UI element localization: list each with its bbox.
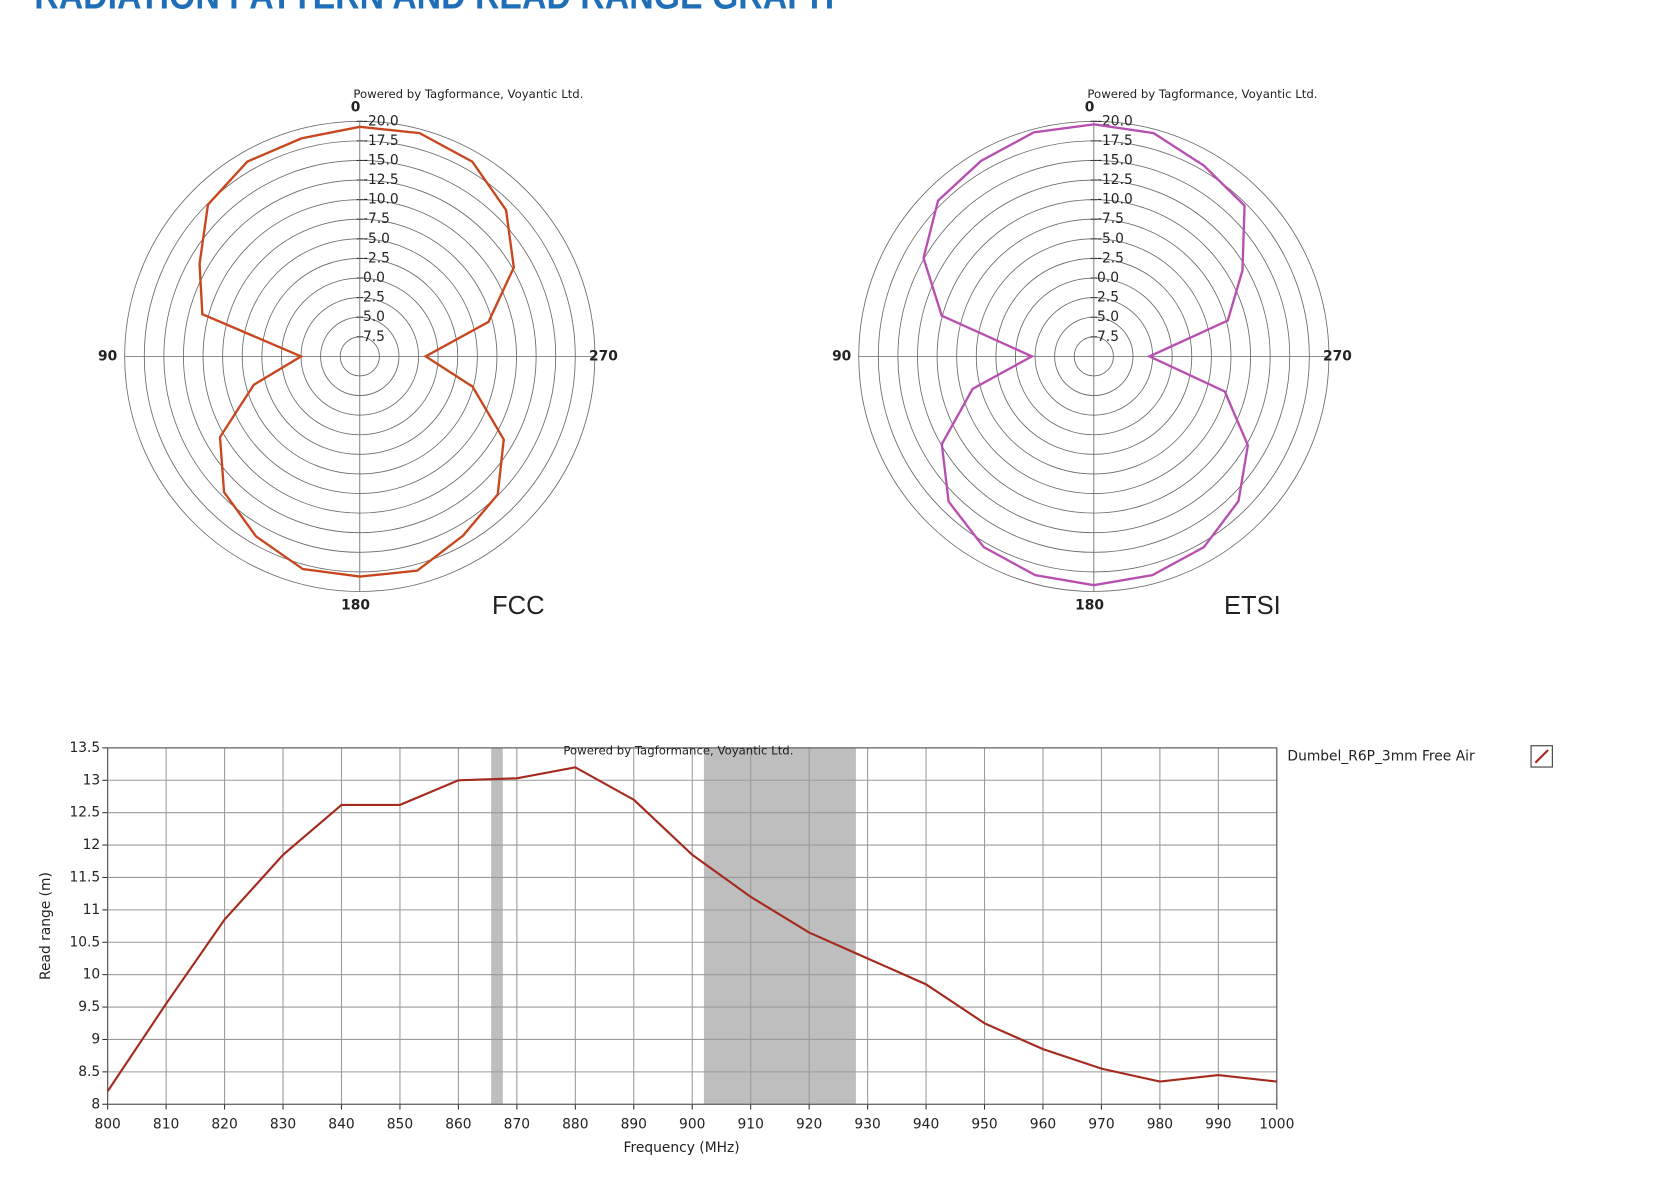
r-tick-label: -2.5: [363, 250, 390, 266]
r-tick-label: -15.0: [1097, 152, 1133, 168]
x-tick-label: 960: [1030, 1116, 1056, 1132]
r-tick-label: -5.0: [1097, 231, 1124, 247]
x-tick-label: 910: [738, 1116, 764, 1132]
angle-tick-label: 270: [1323, 348, 1352, 364]
y-tick-label: 9.5: [78, 999, 100, 1015]
x-tick-label: 820: [211, 1116, 237, 1132]
series-line: [106, 766, 1277, 1092]
r-tick-label: -10.0: [363, 192, 399, 208]
y-tick-label: 8: [91, 1096, 100, 1112]
r-tick-label: -20.0: [363, 113, 399, 129]
r-tick-label: -12.5: [1097, 172, 1133, 188]
y-tick-label: 12.5: [69, 805, 100, 821]
y-tick-label: 11: [83, 902, 101, 918]
r-tick-label: -5.0: [363, 231, 390, 247]
x-tick-label: 900: [679, 1116, 705, 1132]
band: [491, 747, 503, 1105]
y-tick-label: 11.5: [69, 869, 100, 885]
r-tick-label: 0.0: [1097, 270, 1119, 286]
legend-line: [1534, 749, 1549, 764]
x-tick-label: 940: [913, 1116, 939, 1132]
x-tick-label: 980: [1147, 1116, 1173, 1132]
r-tick-label: -7.5: [1097, 211, 1124, 227]
r-tick-label: -10.0: [1097, 192, 1133, 208]
x-tick-label: 990: [1205, 1116, 1231, 1132]
annotation: FCC: [492, 592, 544, 620]
y-tick-label: 10: [83, 967, 101, 983]
r-tick-label: 5.0: [363, 309, 385, 325]
r-tick-label: 7.5: [1097, 329, 1119, 345]
plot-frame: [107, 747, 1278, 1105]
r-tick-label: 2.5: [363, 290, 385, 306]
x-tick-label: 930: [854, 1116, 880, 1132]
x-tick-label: 890: [621, 1116, 647, 1132]
r-tick-label: 5.0: [1097, 309, 1119, 325]
x-tick-label: 860: [445, 1116, 471, 1132]
angle-tick-label: 180: [341, 597, 370, 613]
angle-tick-label: 270: [589, 348, 618, 364]
x-tick-label: 920: [796, 1116, 822, 1132]
y-tick-label: 13: [83, 772, 101, 788]
watermark: Powered by Tagformance, Voyantic Ltd.: [353, 87, 583, 101]
x-tick-label: 950: [971, 1116, 997, 1132]
r-tick-label: -2.5: [1097, 250, 1124, 266]
page-title: RADIATION PATTERN AND READ RANGE GRAPH: [34, 0, 834, 18]
annotation: ETSI: [1224, 592, 1281, 620]
x-tick-label: 1000: [1259, 1116, 1294, 1132]
r-tick-label: 2.5: [1097, 290, 1119, 306]
x-tick-label: 830: [270, 1116, 296, 1132]
r-tick-label: -7.5: [363, 211, 390, 227]
y-tick-label: 9: [91, 1031, 100, 1047]
angle-tick-label: 90: [98, 348, 117, 364]
x-tick-label: 810: [153, 1116, 179, 1132]
x-tick-label: 880: [562, 1116, 588, 1132]
x-tick-label: 800: [94, 1116, 120, 1132]
r-tick-label: -15.0: [363, 152, 399, 168]
angle-tick-label: 180: [1075, 597, 1104, 613]
r-tick-label: -12.5: [363, 172, 399, 188]
pattern-line: [922, 123, 1250, 587]
legend-label: Dumbel_R6P_3mm Free Air: [1287, 748, 1475, 764]
y-axis-label: Read range (m): [38, 872, 54, 980]
r-tick-label: 7.5: [363, 329, 385, 345]
r-tick-label: -17.5: [363, 133, 399, 149]
watermark: Powered by Tagformance, Voyantic Ltd.: [1087, 87, 1317, 101]
angle-tick-label: 0: [1085, 99, 1095, 115]
angle-tick-label: 90: [832, 348, 851, 364]
x-tick-label: 870: [504, 1116, 530, 1132]
x-axis-label: Frequency (MHz): [624, 1140, 740, 1156]
y-tick-label: 12: [83, 837, 101, 853]
pattern-line: [198, 125, 516, 578]
x-tick-label: 970: [1088, 1116, 1114, 1132]
watermark: Powered by Tagformance, Voyantic Ltd.: [563, 744, 793, 758]
x-tick-label: 850: [387, 1116, 413, 1132]
y-tick-label: 13.5: [69, 740, 100, 756]
y-tick-label: 8.5: [78, 1064, 100, 1080]
y-tick-label: 10.5: [69, 934, 100, 950]
band: [703, 747, 856, 1105]
r-tick-label: 0.0: [363, 270, 385, 286]
r-tick-label: -17.5: [1097, 133, 1133, 149]
angle-tick-label: 0: [351, 99, 361, 115]
x-tick-label: 840: [328, 1116, 354, 1132]
